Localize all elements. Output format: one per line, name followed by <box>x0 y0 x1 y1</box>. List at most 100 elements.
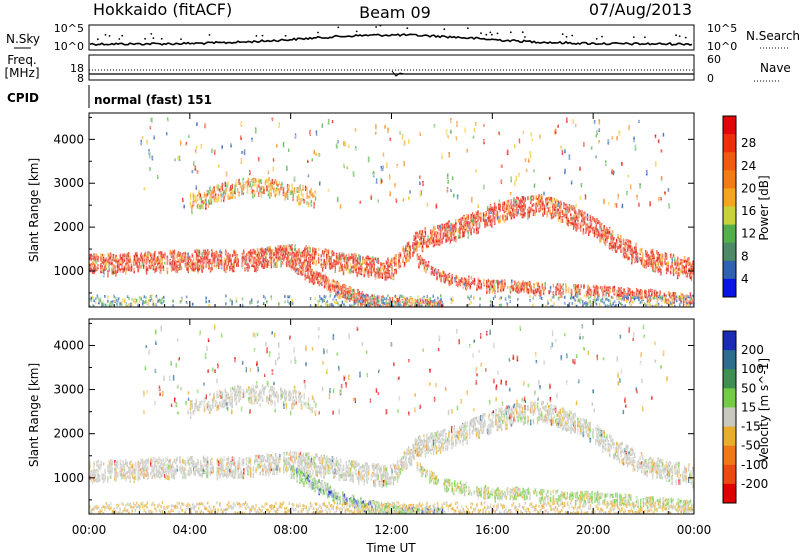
power-speck <box>455 136 458 141</box>
power-band-main <box>369 260 371 267</box>
power-band-main <box>356 264 359 269</box>
power-band-upper <box>303 198 306 204</box>
power-ground-strip <box>92 295 94 299</box>
power-band-main <box>199 256 202 262</box>
power-band-descending <box>414 303 416 307</box>
velocity-band-main <box>320 467 323 474</box>
power-band-descending <box>357 289 359 296</box>
power-band-upper <box>207 199 210 206</box>
power-band-main <box>421 240 424 247</box>
velocity-band-main <box>341 469 343 475</box>
power-band-upper <box>209 188 211 196</box>
velocity-band-main <box>319 466 321 471</box>
power-ground-strip <box>155 303 158 307</box>
power-band-main <box>588 226 590 231</box>
power-band-upper <box>195 195 197 202</box>
power-band-main <box>323 258 325 263</box>
power-band-main <box>150 255 152 260</box>
power-band-upper <box>304 187 307 192</box>
power-band-descending <box>432 304 434 307</box>
power-band-main <box>312 256 314 261</box>
velocity-band-main <box>241 457 244 464</box>
power-ground-strip <box>508 295 510 299</box>
velocity-band-main <box>229 462 231 469</box>
power-band-upper <box>209 186 211 192</box>
power-band-lower <box>495 280 498 284</box>
power-ground-strip <box>396 294 398 298</box>
velocity-band-main <box>216 471 219 478</box>
power-band-main <box>298 259 300 265</box>
power-speck <box>636 194 638 200</box>
power-band-main <box>466 220 468 226</box>
power-speck <box>662 132 665 137</box>
power-speck <box>564 168 566 175</box>
power-band-lower <box>592 289 595 297</box>
power-band-main <box>448 223 450 230</box>
power-ground-strip <box>119 301 121 305</box>
noise-search-dot <box>208 34 211 36</box>
power-band-lower <box>515 282 517 288</box>
velocity-band-main <box>184 467 187 471</box>
velocity-band-main <box>97 474 99 480</box>
velocity-band-main <box>93 472 95 478</box>
power-ground-strip <box>229 298 232 302</box>
velocity-band-main <box>335 470 338 474</box>
power-band-descending <box>304 274 307 281</box>
power-band-upper <box>217 195 220 202</box>
power-band-main <box>141 255 144 261</box>
power-ground-strip <box>353 305 356 307</box>
power-ground-strip <box>610 304 613 307</box>
power-band-main <box>247 251 249 256</box>
power-band-main <box>220 251 223 257</box>
power-band-lower <box>486 280 488 286</box>
power-band-lower <box>448 280 451 285</box>
power-band-main <box>150 265 152 270</box>
power-band-descending <box>432 309 434 316</box>
power-band-main <box>247 265 249 272</box>
power-band-lower <box>613 285 616 291</box>
power-band-main <box>272 249 274 255</box>
power-band-upper <box>256 186 258 193</box>
power-band-upper <box>299 198 301 206</box>
power-band-main <box>617 246 619 250</box>
power-speck <box>607 139 610 145</box>
power-ground-strip <box>500 296 502 300</box>
power-band-main <box>498 219 500 224</box>
noise-search-dot <box>675 34 677 37</box>
power-ground-strip <box>438 302 440 306</box>
power-band-lower <box>444 277 446 284</box>
power-ground-strip <box>346 299 348 303</box>
velocity-band-main <box>170 468 173 475</box>
power-ground-strip <box>326 300 329 304</box>
power-band-main <box>538 198 540 205</box>
freq-right-tick-top: 60 <box>707 53 721 66</box>
velocity-band-main <box>123 475 126 479</box>
power-band-upper <box>221 182 224 187</box>
power-band-lower <box>450 280 452 286</box>
power-ground-strip <box>400 304 403 307</box>
power-band-lower <box>490 281 492 286</box>
power-band-main <box>531 208 533 212</box>
velocity-band-main <box>324 470 327 476</box>
power-speck <box>513 144 516 149</box>
power-ground-strip <box>409 296 412 300</box>
power-band-main <box>414 247 417 251</box>
power-band-lower <box>628 288 631 294</box>
power-band-main <box>667 265 669 269</box>
power-ground-strip <box>435 302 437 306</box>
power-speck <box>196 196 199 201</box>
velocity-band-main <box>274 453 277 460</box>
power-band-main <box>306 247 309 254</box>
power-ground-strip <box>148 302 150 306</box>
power-band-main <box>419 230 421 234</box>
power-band-lower <box>504 279 506 285</box>
power-band-lower <box>499 282 502 290</box>
power-band-main <box>492 207 495 213</box>
power-band-lower <box>501 284 503 291</box>
power-band-main <box>154 258 156 263</box>
velocity-band-main <box>108 465 110 469</box>
velocity-band-main <box>155 458 158 462</box>
power-band-main <box>398 253 400 260</box>
power-band-descending <box>326 276 329 281</box>
power-band-main <box>455 228 457 233</box>
